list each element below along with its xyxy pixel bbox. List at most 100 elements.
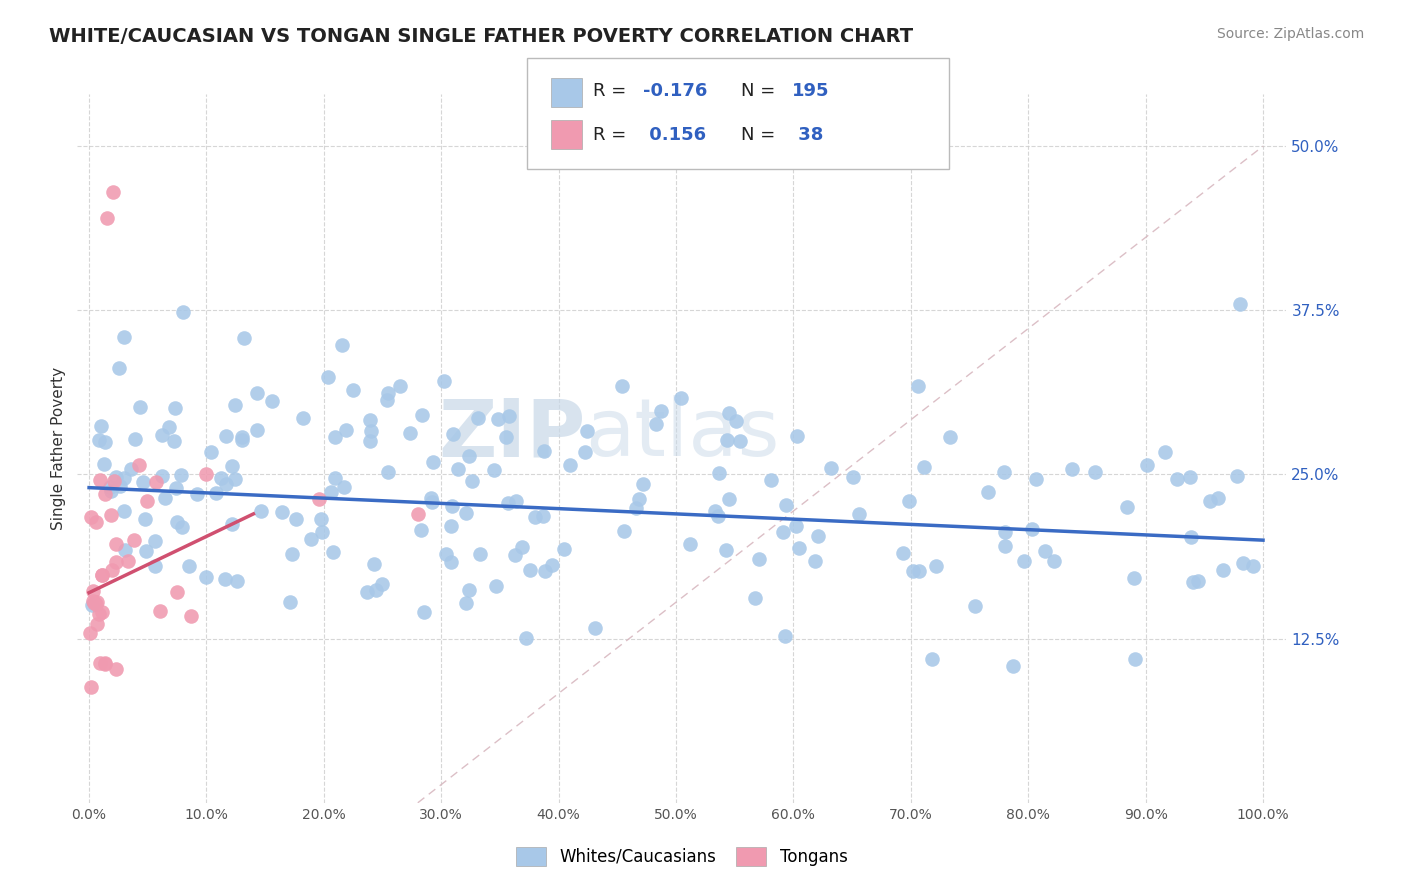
Point — [993, 466, 1015, 480]
Point — [574, 445, 596, 459]
Text: R =: R = — [593, 126, 633, 144]
Text: R =: R = — [593, 82, 633, 100]
Point — [420, 491, 443, 505]
Point — [485, 579, 508, 593]
Point — [644, 417, 666, 431]
Point — [498, 409, 520, 423]
Point — [86, 595, 108, 609]
Text: N =: N = — [741, 126, 780, 144]
Point — [775, 498, 797, 512]
Point — [94, 656, 117, 670]
Point — [128, 458, 150, 472]
Point — [270, 505, 292, 519]
Point — [224, 472, 246, 486]
Point — [143, 534, 166, 549]
Point — [533, 564, 555, 578]
Point — [1136, 458, 1159, 472]
Point — [221, 516, 243, 531]
Point — [120, 462, 142, 476]
Point — [150, 428, 173, 442]
Point — [717, 406, 740, 420]
Point — [94, 487, 117, 501]
Point — [1166, 472, 1188, 486]
Point — [389, 379, 412, 393]
Point — [100, 483, 122, 498]
Point — [773, 629, 796, 643]
Point — [510, 540, 533, 554]
Point — [82, 594, 104, 608]
Point — [342, 384, 364, 398]
Point — [714, 543, 737, 558]
Text: 38: 38 — [792, 126, 823, 144]
Point — [245, 423, 267, 437]
Point — [724, 414, 747, 428]
Point — [114, 543, 136, 558]
Point — [1229, 297, 1251, 311]
Point — [89, 473, 111, 487]
Point — [467, 410, 489, 425]
Point — [709, 467, 731, 481]
Point — [679, 537, 702, 551]
Point — [90, 605, 112, 619]
Point — [1002, 659, 1025, 673]
Point — [250, 504, 273, 518]
Point — [105, 555, 128, 569]
Point — [80, 510, 103, 524]
Point — [1208, 491, 1230, 505]
Point — [366, 583, 388, 598]
Point — [938, 430, 960, 444]
Point — [84, 597, 107, 611]
Point — [104, 662, 127, 676]
Point — [631, 476, 654, 491]
Point — [560, 458, 582, 473]
Point — [98, 480, 121, 494]
Point — [108, 479, 131, 493]
Point — [103, 474, 125, 488]
Point — [359, 413, 381, 427]
Point — [165, 401, 187, 416]
Point — [322, 544, 344, 558]
Text: N =: N = — [741, 82, 780, 100]
Point — [90, 419, 112, 434]
Point — [166, 515, 188, 529]
Point — [912, 459, 935, 474]
Point — [897, 493, 920, 508]
Point — [1043, 554, 1066, 568]
Point — [90, 567, 112, 582]
Text: ZIP: ZIP — [437, 395, 585, 473]
Point — [225, 574, 247, 589]
Point — [124, 432, 146, 446]
Point — [411, 409, 433, 423]
Point — [80, 598, 103, 612]
Point — [177, 559, 200, 574]
Point — [132, 475, 155, 489]
Point — [86, 616, 108, 631]
Point — [145, 475, 167, 490]
Point — [519, 563, 541, 577]
Point — [457, 582, 479, 597]
Point — [108, 360, 131, 375]
Point — [149, 604, 172, 618]
Point — [1033, 543, 1056, 558]
Point — [533, 443, 555, 458]
Point — [523, 509, 546, 524]
Point — [105, 537, 128, 551]
Point — [246, 385, 269, 400]
Point — [1212, 563, 1234, 577]
Point — [281, 547, 304, 561]
Point — [704, 504, 727, 518]
Point — [447, 462, 470, 476]
Point — [772, 524, 794, 539]
Point — [1187, 574, 1209, 589]
Legend: Whites/Caucasians, Tongans: Whites/Caucasians, Tongans — [509, 840, 855, 872]
Point — [163, 434, 186, 448]
Point — [377, 465, 399, 479]
Point — [1178, 470, 1201, 484]
Point — [433, 374, 456, 388]
Point — [136, 494, 159, 508]
Point — [87, 433, 110, 447]
Point — [112, 329, 135, 343]
Point — [486, 412, 509, 426]
Point — [1154, 444, 1177, 458]
Point — [356, 585, 378, 599]
